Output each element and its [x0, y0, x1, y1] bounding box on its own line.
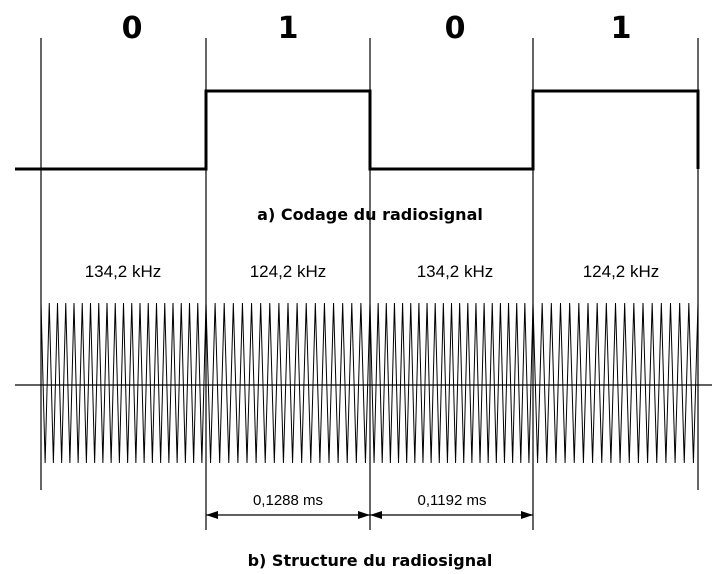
duration-dimension-2: 0,1192 ms: [370, 492, 533, 519]
duration-dimension-1: 0,1288 ms: [206, 492, 370, 519]
bit-label-4: 1: [611, 11, 632, 46]
frequency-label-1: 134,2 kHz: [85, 262, 162, 281]
duration-label-2: 0,1192 ms: [418, 492, 487, 509]
bit-label-2: 1: [278, 11, 299, 46]
radio-signal-waveform: [40, 302, 699, 464]
bit-label-3: 0: [445, 11, 466, 46]
coding-square-wave: [15, 89, 700, 171]
duration-label-1: 0,1288 ms: [253, 492, 323, 509]
frequency-label-3: 134,2 kHz: [417, 262, 494, 281]
arrowhead-right-1: [358, 511, 370, 519]
caption-structure: b) Structure du radiosignal: [248, 551, 493, 570]
caption-coding: a) Codage du radiosignal: [257, 205, 483, 224]
frequency-label-4: 124,2 kHz: [583, 262, 660, 281]
bit-label-1: 0: [122, 11, 143, 46]
frequency-label-2: 124,2 kHz: [250, 262, 327, 281]
arrowhead-left-2: [370, 511, 382, 519]
arrowhead-left-1: [206, 511, 218, 519]
arrowhead-right-2: [521, 511, 533, 519]
